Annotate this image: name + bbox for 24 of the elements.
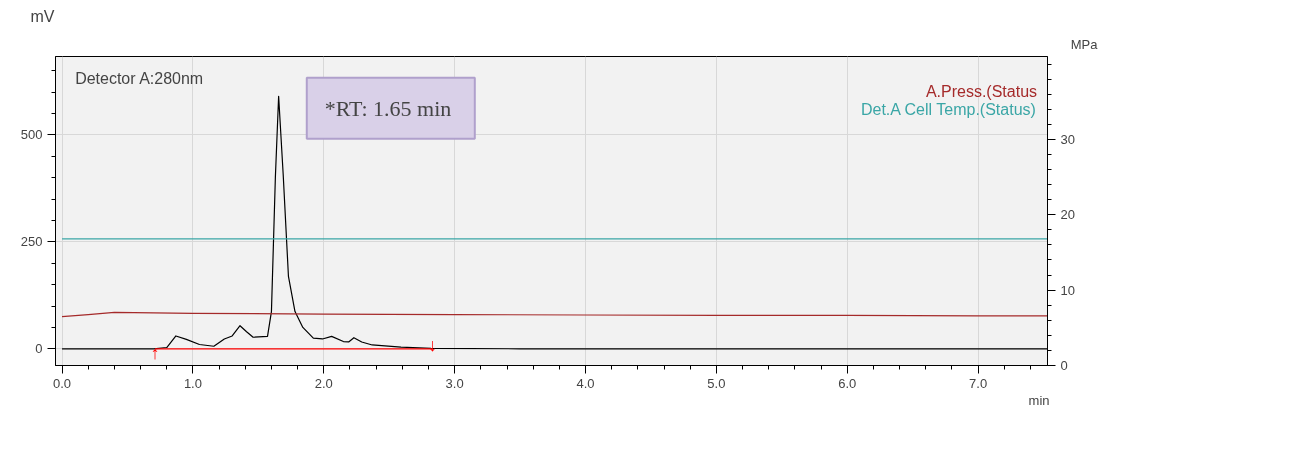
x-tick-label: 5.0 [707,375,726,391]
annotation: *RT: 1.65 min [324,95,452,121]
annotation: Detector A:280nm [75,69,204,87]
x-tick-label: 7.0 [969,375,988,391]
y2-tick-label: 20 [1060,207,1075,223]
y-axis-title: mV [30,7,55,25]
annotation: ↑ [150,342,160,363]
y2-tick-label: 10 [1060,282,1075,298]
x-axis-title: min [1028,392,1050,408]
x-tick-label: 4.0 [576,375,595,391]
x-tick-label: 6.0 [838,375,857,391]
y-tick-label: 250 [20,234,43,250]
x-tick-label: 0.0 [53,375,72,391]
y2-tick-label: 30 [1060,131,1075,147]
y2-tick-label: 0 [1060,358,1068,373]
annotation: ↓ [427,334,437,355]
text: Det.A Cell Temp.(Status) [860,101,1036,119]
text: A.Press.(Status [925,82,1038,100]
x-tick-label: 1.0 [183,375,202,391]
y-tick-label: 0 [35,341,43,357]
x-tick-label: 2.0 [314,375,333,391]
y2-axis-title: MPa [1070,36,1099,52]
y-tick-label: 500 [20,127,43,143]
x-tick-label: 3.0 [445,375,464,391]
